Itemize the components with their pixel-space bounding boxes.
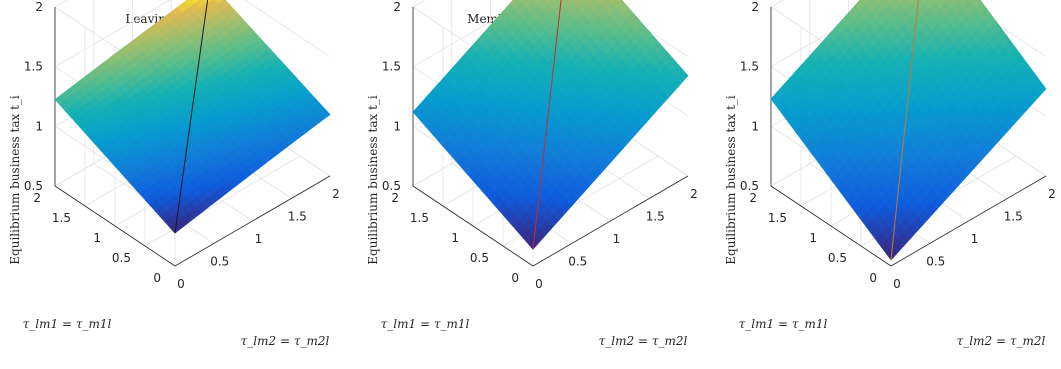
- surface-patch: [519, 0, 524, 3]
- z-axis-label: Equilibrium business tax t_i: [366, 95, 380, 265]
- x-tick-label: 0: [177, 277, 185, 291]
- x-tick-label: 2: [690, 187, 698, 201]
- surface-patch: [318, 108, 331, 120]
- y-tick-label: 1.5: [410, 211, 429, 225]
- surface-patch: [676, 69, 689, 84]
- z-tick-label: 0.5: [382, 179, 401, 193]
- diagonal-line: [890, 0, 919, 261]
- surface-patch: [1034, 81, 1047, 97]
- surface-patch: [608, 0, 615, 4]
- x-tick-label: 2: [1048, 187, 1056, 201]
- z-tick-label: 1.5: [382, 60, 401, 74]
- z-tick-label: 2: [393, 0, 401, 14]
- x-tick-label: 1.5: [646, 210, 665, 224]
- y-tick-label: 1: [809, 231, 817, 245]
- z-tick-label: 1.5: [740, 60, 759, 74]
- diagonal-line: [532, 0, 562, 250]
- z-axis-label: Equilibrium business tax t_i: [724, 95, 738, 265]
- y-tick-label: 0: [153, 271, 161, 285]
- x-axis-label: τ_lm2 = τ_m2l: [241, 334, 330, 348]
- y-axis-line: [54, 185, 176, 267]
- surface-patch: [595, 0, 605, 5]
- panel-member-country: Member Country (m₁)0.511.5200.511.5200.5…: [358, 0, 714, 369]
- y-tick-label: 1.5: [768, 211, 787, 225]
- surface-plot-third: Third Country0.511.5200.511.5200.511.52E…: [724, 0, 1056, 348]
- x-tick-label: 1: [971, 232, 979, 246]
- surface-patch: [874, 0, 883, 6]
- y-tick-label: 2: [391, 191, 399, 205]
- y-tick-label: 0: [869, 271, 877, 285]
- surface-patch: [921, 0, 927, 4]
- surface-plot-member: Member Country (m₁)0.511.5200.511.5200.5…: [366, 0, 698, 348]
- x-axis-label: τ_lm2 = τ_m2l: [957, 334, 1046, 348]
- wall-gridline-z: [244, 0, 331, 57]
- x-tick-label: 2: [332, 187, 340, 201]
- z-tick-label: 1: [35, 119, 43, 133]
- x-tick-label: 0: [535, 277, 543, 291]
- surface-patch: [544, 0, 554, 6]
- z-axis-label: Equilibrium business tax t_i: [8, 95, 22, 265]
- surface-patch: [885, 0, 894, 5]
- y-tick-label: 2: [749, 191, 757, 205]
- y-axis-label: τ_lm1 = τ_m1l: [739, 317, 828, 331]
- panel-third-country: Third Country0.511.5200.511.5200.511.52E…: [716, 0, 1061, 369]
- diagonal-line: [174, 0, 209, 234]
- z-tick-label: 0.5: [740, 179, 759, 193]
- z-tick-label: 0.5: [24, 179, 43, 193]
- x-tick-label: 0.5: [568, 255, 587, 269]
- floor-gridline-y: [144, 155, 301, 247]
- x-tick-label: 1.5: [1004, 210, 1023, 224]
- y-tick-label: 1.5: [52, 211, 71, 225]
- x-axis-line: [532, 175, 689, 267]
- y-tick-label: 0: [511, 271, 519, 285]
- z-tick-label: 2: [751, 0, 759, 14]
- y-tick-label: 0.5: [112, 251, 131, 265]
- x-axis-line: [174, 175, 331, 267]
- z-tick-label: 1.5: [24, 60, 43, 74]
- surface-patch: [897, 0, 905, 5]
- surface-plot-leaving: Leaving Country0.511.5200.511.5200.511.5…: [8, 0, 340, 348]
- y-tick-label: 1: [451, 231, 459, 245]
- x-tick-label: 0: [893, 277, 901, 291]
- y-axis-line: [412, 185, 534, 267]
- y-tick-label: 0.5: [828, 251, 847, 265]
- y-axis-line: [770, 185, 892, 267]
- y-tick-label: 0.5: [470, 251, 489, 265]
- x-axis-label: τ_lm2 = τ_m2l: [599, 334, 688, 348]
- z-tick-label: 1: [751, 119, 759, 133]
- x-tick-label: 1: [255, 232, 263, 246]
- x-tick-label: 0.5: [210, 255, 229, 269]
- z-tick-label: 1: [393, 119, 401, 133]
- y-tick-label: 1: [93, 231, 101, 245]
- surface-patch: [909, 0, 916, 4]
- x-tick-label: 0.5: [926, 255, 945, 269]
- y-axis-label: τ_lm1 = τ_m1l: [381, 317, 470, 331]
- y-tick-label: 2: [33, 191, 41, 205]
- x-axis-line: [890, 175, 1047, 267]
- surface-patch: [192, 0, 201, 4]
- x-tick-label: 1: [613, 232, 621, 246]
- x-tick-label: 1.5: [288, 210, 307, 224]
- z-tick-label: 2: [35, 0, 43, 14]
- surface-patch: [932, 0, 938, 4]
- y-axis-label: τ_lm1 = τ_m1l: [23, 317, 112, 331]
- panel-leaving-country: Leaving Country0.511.5200.511.5200.511.5…: [0, 0, 356, 369]
